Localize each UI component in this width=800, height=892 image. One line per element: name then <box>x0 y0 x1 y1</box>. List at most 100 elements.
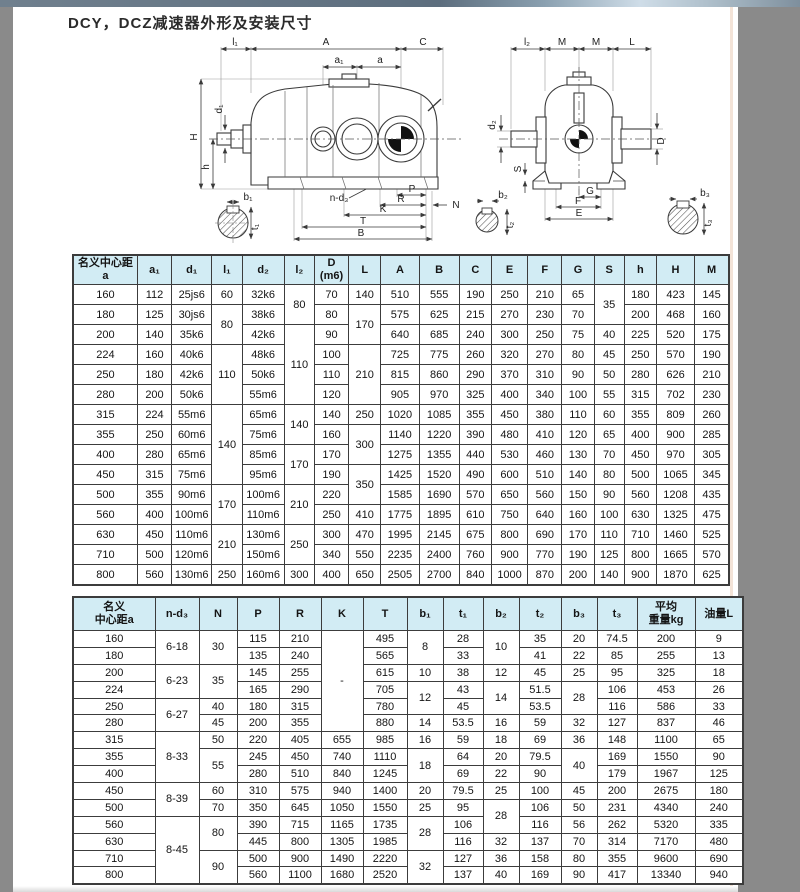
table-cell: 18 <box>482 731 520 750</box>
table-row: 280 45 200 355 880 14 53.5 16 59 32 127 837 46 <box>72 714 744 733</box>
table-cell: 1680 <box>320 866 364 885</box>
table-cell: 43 <box>442 680 484 699</box>
table-cell: 400 <box>72 444 138 465</box>
table-cell: 300 <box>313 524 350 545</box>
table-cell: 225 <box>623 324 657 345</box>
table-cell: 33 <box>442 646 484 665</box>
table-cell: 95 <box>442 798 484 817</box>
table-cell: 200 <box>596 782 638 800</box>
table-cell: 125 <box>136 304 173 325</box>
dim-label-K: K <box>380 204 387 215</box>
table-cell: 100 <box>593 504 625 525</box>
table-cell: 250 <box>211 564 243 586</box>
table-cell: 970 <box>418 384 460 405</box>
table-cell: 32 <box>482 832 520 851</box>
table-cell: 127 <box>442 849 484 868</box>
dim-label-D: D <box>656 137 667 144</box>
table-cell: 290 <box>278 680 322 699</box>
table-cell: 25 <box>482 782 520 800</box>
table-cell: 345 <box>694 464 730 485</box>
dim-label-a: a <box>377 55 383 66</box>
table-cell: 280 <box>623 364 657 385</box>
table-cell: 450 <box>490 404 529 425</box>
table-cell: 400 <box>136 504 173 525</box>
table-cell: 270 <box>490 304 529 325</box>
column-header: b₃ <box>560 596 598 631</box>
table-cell: 255 <box>278 663 322 682</box>
table-cell: 38k6 <box>241 304 285 325</box>
table-cell: 40 <box>560 748 598 784</box>
table-cell: 1775 <box>380 504 420 525</box>
table-cell: 310 <box>236 782 280 800</box>
table-cell: 770 <box>527 544 563 565</box>
table-cell: 245 <box>236 748 280 767</box>
right-accent-line <box>730 7 733 892</box>
column-header: P <box>236 596 280 631</box>
table-cell: 170 <box>313 444 350 465</box>
table-cell: 200 <box>136 384 173 405</box>
table-cell: 95m6 <box>241 464 285 485</box>
table-cell: 300 <box>283 564 315 586</box>
table-cell: 100m6 <box>171 504 213 525</box>
table-cell: 140 <box>348 284 382 305</box>
table-cell: 300 <box>348 424 382 465</box>
table-row: 400 280 510 840 1245 69 22 90 179 1967 125 <box>72 765 744 784</box>
table-cell: 40 <box>198 697 238 716</box>
table-cell: 2145 <box>418 524 460 545</box>
table-cell: 14 <box>482 680 520 716</box>
table-cell: 80 <box>283 284 315 325</box>
table-cell: 1208 <box>655 484 696 505</box>
table-cell: 315 <box>72 404 138 425</box>
table-cell: 125 <box>593 544 625 565</box>
table-row: 250 180 42k6 50k6 110 815 860 290 370 310 90 50 280 6… <box>72 364 730 385</box>
table-cell: 315 <box>623 384 657 405</box>
table-cell: 65 <box>593 424 625 445</box>
table-cell: 14 <box>406 714 444 733</box>
table-cell: 160 <box>313 424 350 445</box>
table-cell: 50k6 <box>241 364 285 385</box>
dim-label-h: h <box>201 164 212 170</box>
table-cell: 2520 <box>362 866 408 885</box>
table-cell: 5320 <box>636 815 696 834</box>
table-cell: 1100 <box>278 866 322 885</box>
table-cell: 135 <box>236 646 280 665</box>
dim-label-N: N <box>452 200 459 211</box>
table-cell: 158 <box>518 849 562 868</box>
table-cell: 210 <box>211 524 243 565</box>
table-cell: 710 <box>72 849 156 868</box>
column-header: h <box>623 254 657 285</box>
table-cell: 370 <box>490 364 529 385</box>
table-cell: 127 <box>596 714 638 733</box>
table-cell: 710 <box>623 524 657 545</box>
table-cell: 125 <box>694 765 744 784</box>
table-cell: 400 <box>72 765 156 784</box>
table-cell: 1355 <box>418 444 460 465</box>
table-cell: 650 <box>348 564 382 586</box>
table-cell: 220 <box>313 484 350 505</box>
column-header: 油量L <box>694 596 744 631</box>
table-cell: 106 <box>596 680 638 699</box>
table-cell: 55 <box>198 748 238 784</box>
table-cell: 10 <box>482 630 520 665</box>
dim-label-l2: l₂ <box>524 37 530 48</box>
table-cell: 555 <box>418 284 460 305</box>
table-row: 224 165 290 705 12 43 14 51.5 28 106 453 26 <box>72 680 744 716</box>
table-cell: 75m6 <box>241 424 285 445</box>
table-row: 800 560 1100 1680 2520 137 40 169 90 417 13340 940 <box>72 866 744 885</box>
table-cell: 1460 <box>655 524 696 545</box>
table-cell: 106 <box>518 798 562 817</box>
table-cell: 490 <box>458 464 492 485</box>
table-cell: 140 <box>313 404 350 425</box>
column-header: t₃ <box>596 596 638 631</box>
table-row: 560 400 100m6 110m6 250 410 1775 1895 610 750 640 1… <box>72 504 730 525</box>
table-row: 224 160 40k6 110 48k6 100 210 725 775 260 320 270 80… <box>72 344 730 405</box>
table-cell: 200 <box>72 663 156 682</box>
table-cell: 25 <box>406 798 444 817</box>
table-cell: 880 <box>362 714 408 733</box>
table-cell: 230 <box>527 304 563 325</box>
table-cell: 435 <box>694 484 730 505</box>
table-row: 355 250 60m6 75m6 160 300 1140 1220 390 480 410 120… <box>72 424 730 465</box>
table-cell: 380 <box>527 404 563 425</box>
